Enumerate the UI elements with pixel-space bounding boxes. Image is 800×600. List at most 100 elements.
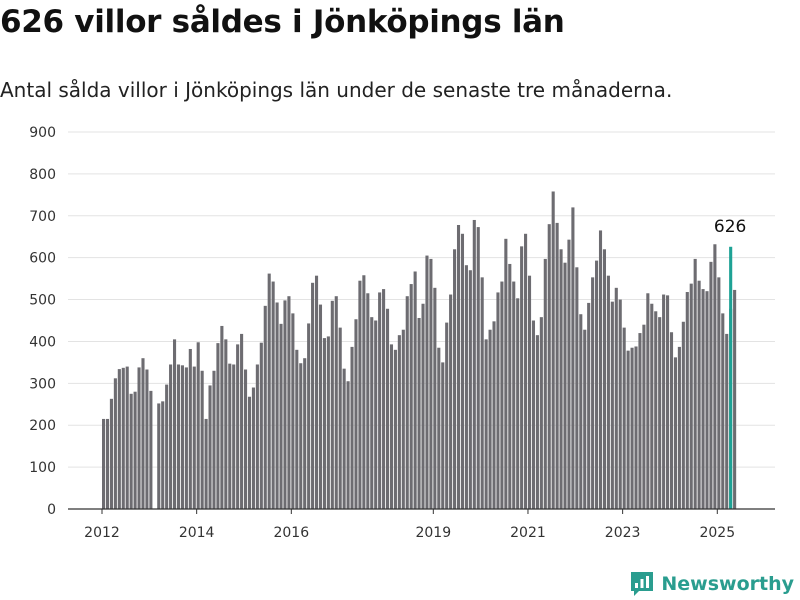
- brand-name: Newsworthy: [661, 573, 794, 595]
- bar: [666, 295, 670, 509]
- bar: [606, 275, 610, 509]
- bar: [413, 271, 417, 509]
- bar: [689, 283, 693, 509]
- bar: [646, 293, 650, 509]
- bar: [382, 289, 386, 509]
- bar: [492, 321, 496, 509]
- bar: [330, 300, 334, 509]
- bar: [374, 320, 378, 509]
- bar: [496, 292, 500, 509]
- bar: [389, 344, 394, 509]
- bar: [705, 291, 709, 509]
- bar: [129, 393, 133, 509]
- bar: [543, 258, 547, 509]
- x-tick-label: 2019: [415, 525, 451, 541]
- bar: [693, 258, 697, 509]
- y-axis-tick-labels: 0 100 200 300 400 500 600 700 800 900: [29, 125, 56, 518]
- bar: [232, 364, 236, 509]
- bar: [188, 348, 192, 509]
- bar: [516, 298, 520, 509]
- x-tick-label: 2021: [510, 525, 546, 541]
- bar: [650, 303, 654, 509]
- x-tick-label: 2025: [699, 525, 735, 541]
- bar: [346, 381, 350, 509]
- bar: [595, 260, 599, 509]
- highlighted-bar: [729, 246, 733, 509]
- bar: [527, 275, 532, 509]
- bar-series: [102, 191, 737, 510]
- bar: [504, 238, 508, 510]
- bar: [484, 339, 488, 509]
- newsworthy-logo-icon: [631, 572, 654, 596]
- bar: [559, 249, 563, 510]
- bar: [417, 317, 421, 509]
- bar: [425, 255, 429, 509]
- bar: [145, 369, 149, 509]
- bar: [697, 280, 701, 509]
- bar: [196, 342, 200, 509]
- bar: [539, 317, 543, 509]
- bar: [311, 282, 315, 509]
- bar: [654, 311, 658, 509]
- bar: [397, 335, 401, 509]
- x-tick-label: 2014: [179, 525, 215, 541]
- bar: [259, 342, 263, 509]
- y-tick-label: 400: [29, 334, 56, 350]
- bar: [255, 364, 259, 509]
- bar: [192, 366, 196, 509]
- bar: [137, 367, 141, 509]
- bar: [165, 384, 169, 509]
- bar: [161, 401, 165, 509]
- bar: [587, 302, 591, 509]
- bar: [149, 390, 153, 509]
- bar: [141, 358, 145, 509]
- bar: [508, 263, 512, 509]
- y-tick-label: 500: [29, 293, 56, 309]
- bar: [662, 294, 666, 509]
- bar: [453, 249, 457, 510]
- bar: [622, 327, 626, 509]
- bar: [366, 293, 370, 509]
- bar: [354, 319, 358, 509]
- chart-title: 626 villor såldes i Jönköpings län: [0, 4, 565, 40]
- bar: [567, 239, 571, 509]
- bar: [102, 418, 106, 509]
- bar: [421, 303, 425, 509]
- bar: [271, 281, 275, 509]
- bar: [263, 305, 267, 509]
- y-tick-label: 300: [29, 376, 56, 392]
- bar: [220, 325, 224, 509]
- bar: [709, 261, 713, 509]
- chart-subtitle: Antal sålda villor i Jönköpings län unde…: [0, 78, 673, 102]
- bar: [468, 270, 472, 509]
- bar: [291, 313, 295, 509]
- y-tick-label: 800: [29, 167, 56, 183]
- bar: [460, 233, 465, 510]
- brand-logo[interactable]: Newsworthy: [629, 570, 794, 598]
- bar: [441, 362, 445, 509]
- bar: [200, 370, 204, 509]
- bar: [295, 349, 299, 509]
- y-tick-label: 600: [29, 251, 56, 267]
- bar: [362, 275, 366, 509]
- bar: [472, 219, 476, 509]
- y-tick-label: 100: [29, 460, 56, 476]
- bar: [583, 329, 587, 509]
- bar: [642, 324, 646, 509]
- bar: [685, 292, 689, 509]
- bar: [224, 339, 228, 509]
- bar: [157, 403, 161, 509]
- bar: [216, 343, 220, 509]
- bar: [176, 364, 181, 509]
- bar: [555, 222, 559, 509]
- bar: [401, 329, 405, 509]
- bar: [243, 369, 248, 509]
- bar: [125, 366, 129, 509]
- bar: [445, 322, 449, 509]
- bar: [240, 333, 244, 509]
- bar: [247, 396, 252, 509]
- bar: [598, 230, 603, 509]
- bar: [358, 280, 362, 509]
- bar: [318, 304, 323, 509]
- bar: [733, 289, 737, 509]
